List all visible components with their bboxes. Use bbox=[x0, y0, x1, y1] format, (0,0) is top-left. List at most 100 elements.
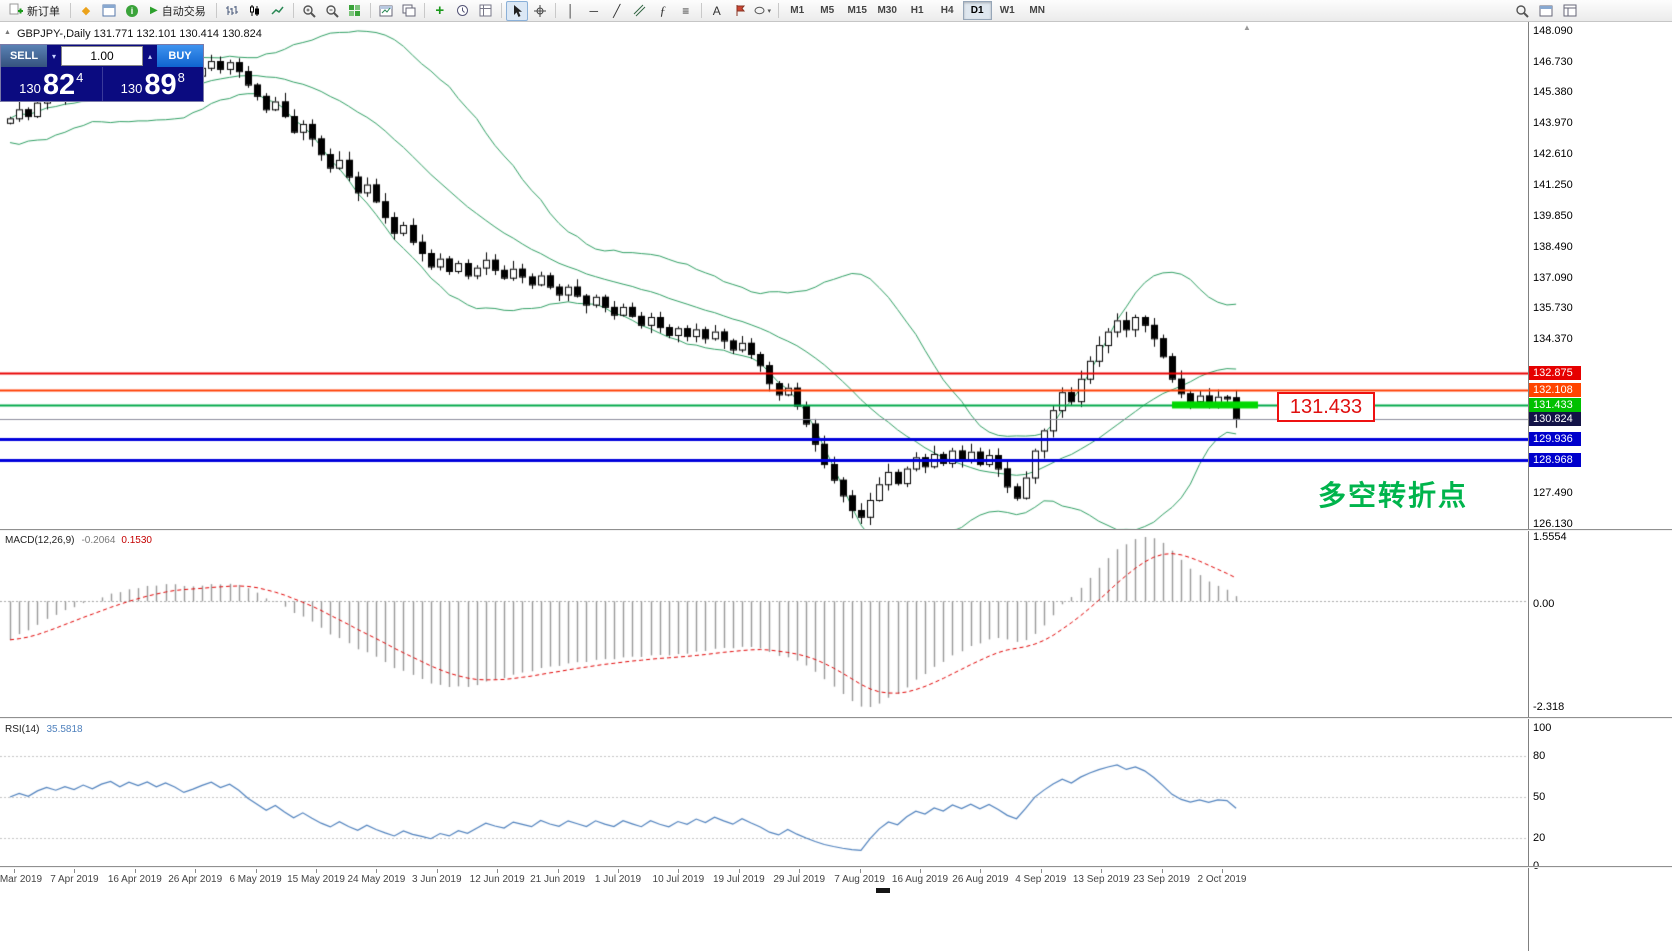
buy-price-prefix: 130 bbox=[120, 81, 143, 96]
new-chart-icon[interactable] bbox=[375, 1, 397, 21]
panel-divider bbox=[0, 866, 1672, 868]
date-axis-tick bbox=[376, 869, 378, 873]
rsi-panel-canvas[interactable] bbox=[0, 722, 1528, 866]
new-order-icon bbox=[9, 2, 23, 19]
date-axis-label: 10 Jul 2019 bbox=[652, 874, 705, 885]
price-axis-label: 145.380 bbox=[1533, 85, 1573, 98]
rsi-panel-label: RSI(14) 35.5818 bbox=[5, 724, 83, 735]
macd-signal-value: 0.1530 bbox=[121, 535, 152, 546]
lot-decrease-button[interactable]: ▾ bbox=[51, 51, 56, 61]
date-axis-tick bbox=[74, 869, 76, 873]
date-axis-label: 2 Oct 2019 bbox=[1197, 874, 1247, 885]
window-list-icon[interactable] bbox=[1559, 1, 1581, 21]
indicators-icon[interactable]: + bbox=[435, 2, 445, 19]
panel-divider[interactable] bbox=[0, 529, 1672, 531]
buy-button[interactable]: BUY bbox=[157, 45, 203, 67]
timeframe-w1-button[interactable]: W1 bbox=[999, 5, 1015, 16]
new-order-label: 新订单 bbox=[27, 5, 60, 18]
price-axis-label: 126.130 bbox=[1533, 518, 1573, 530]
periods-icon[interactable] bbox=[452, 1, 474, 21]
panel-collapse-icon[interactable]: ▲ bbox=[4, 29, 11, 36]
lot-increase-button[interactable]: ▴ bbox=[147, 51, 152, 61]
sell-price-big: 82 bbox=[42, 69, 76, 101]
market-watch-icon[interactable]: ◆ bbox=[81, 5, 91, 17]
date-axis-tick bbox=[14, 869, 15, 873]
date-axis-label: 26 Aug 2019 bbox=[952, 874, 1009, 885]
search-icon[interactable] bbox=[1511, 1, 1533, 21]
date-axis-label: 3 Jun 2019 bbox=[412, 874, 462, 885]
buy-price-sup: 8 bbox=[177, 70, 185, 85]
timeframe-mn-button[interactable]: MN bbox=[1029, 5, 1045, 16]
timeframe-m15-button[interactable]: M15 bbox=[847, 5, 867, 16]
shapes-tool-icon[interactable]: ▾ bbox=[752, 1, 774, 21]
templates-icon[interactable] bbox=[475, 1, 497, 21]
tile-windows-icon[interactable] bbox=[344, 1, 366, 21]
date-axis-tick bbox=[497, 869, 499, 873]
text-tool-icon[interactable]: A bbox=[712, 3, 721, 18]
zoom-in-icon[interactable] bbox=[298, 1, 320, 21]
rsi-scale-label: 80 bbox=[1533, 750, 1546, 762]
timeframe-m5-button[interactable]: M5 bbox=[820, 5, 835, 16]
chart-line-icon[interactable] bbox=[267, 1, 289, 21]
panel-divider[interactable] bbox=[0, 717, 1672, 719]
fibonacci-tool-icon[interactable]: ƒ bbox=[659, 2, 666, 18]
price-axis-label: 138.490 bbox=[1533, 240, 1573, 253]
separator bbox=[777, 3, 779, 18]
one-click-trading-panel: SELL ▾ 1.00 ▴ BUY 130 82 4 130 89 8 bbox=[0, 44, 204, 102]
lot-size-input[interactable]: 1.00 bbox=[61, 46, 143, 66]
date-axis-label: 29 Jul 2019 bbox=[773, 874, 826, 885]
horizontal-line-tool-icon[interactable]: ─ bbox=[589, 3, 598, 18]
sell-price-sup: 4 bbox=[76, 70, 84, 85]
macd-panel-canvas[interactable] bbox=[0, 533, 1528, 717]
crosshair-icon[interactable] bbox=[529, 1, 551, 21]
timeframe-m1-button[interactable]: M1 bbox=[790, 5, 805, 16]
ruler-tool-icon[interactable]: ≡ bbox=[682, 3, 690, 18]
buy-price[interactable]: 130 89 8 bbox=[103, 67, 204, 101]
date-axis-label: 6 May 2019 bbox=[229, 874, 282, 885]
new-window-icon[interactable] bbox=[1535, 1, 1557, 21]
chart-bars-icon[interactable] bbox=[221, 1, 243, 21]
timeframe-h4-button[interactable]: H4 bbox=[940, 5, 954, 16]
chart-candles-icon[interactable] bbox=[244, 1, 266, 21]
date-axis-label: 1 Jul 2019 bbox=[594, 874, 642, 885]
data-window-icon[interactable] bbox=[98, 1, 120, 21]
separator bbox=[423, 3, 425, 18]
main-chart-canvas[interactable] bbox=[0, 22, 1528, 530]
timeframe-d1-button[interactable]: D1 bbox=[962, 1, 992, 20]
toolbar-right-group bbox=[1511, 1, 1581, 21]
price-axis-label: 141.250 bbox=[1533, 178, 1573, 191]
sell-button[interactable]: SELL bbox=[1, 45, 47, 67]
chart-profile-icon[interactable] bbox=[398, 1, 420, 21]
channel-tool-icon[interactable] bbox=[629, 1, 651, 21]
chart-shift-marker-icon: ▲ bbox=[1243, 23, 1251, 32]
turning-point-note: 多空转折点 bbox=[1318, 480, 1469, 511]
macd-value: -0.2064 bbox=[81, 535, 116, 546]
rsi-scale-label: 50 bbox=[1533, 791, 1546, 803]
separator bbox=[369, 3, 371, 18]
date-axis[interactable]: 28 Mar 2019 7 Apr 2019 16 Apr 2019 26 Apr 2… bbox=[0, 869, 1528, 891]
vertical-line-tool-icon[interactable]: │ bbox=[566, 3, 575, 18]
chart-ohlc-label: GBPJPY-,Daily 131.771 132.101 130.414 13… bbox=[17, 28, 262, 40]
timeframe-m30-button[interactable]: M30 bbox=[877, 5, 897, 16]
date-axis-tick bbox=[316, 869, 317, 873]
date-axis-label: 16 Apr 2019 bbox=[107, 874, 162, 885]
separator bbox=[700, 3, 702, 18]
price-axis-label: 146.730 bbox=[1533, 55, 1573, 68]
macd-scale-label: 1.5554 bbox=[1533, 531, 1567, 543]
navigator-icon[interactable]: i bbox=[121, 1, 143, 21]
price-axis[interactable]: 1.5554 0.00 -2.318 100 80 50 20 0 148.09… bbox=[1528, 22, 1672, 951]
date-axis-tick bbox=[799, 869, 801, 873]
price-axis-label: 139.850 bbox=[1533, 209, 1573, 222]
label-tool-icon[interactable] bbox=[729, 1, 751, 21]
zoom-out-icon[interactable] bbox=[321, 1, 343, 21]
macd-panel-label: MACD(12,26,9) -0.2064 0.1530 bbox=[5, 535, 152, 546]
auto-trading-button[interactable]: ▶ 自动交易 bbox=[144, 1, 212, 21]
new-order-button[interactable]: 新订单 bbox=[3, 1, 66, 21]
price-axis-label: 137.090 bbox=[1533, 271, 1573, 284]
rsi-scale-label: 100 bbox=[1533, 722, 1552, 734]
sell-price[interactable]: 130 82 4 bbox=[1, 67, 102, 101]
cursor-icon[interactable] bbox=[505, 0, 528, 21]
scroll-thumb[interactable] bbox=[876, 888, 890, 893]
timeframe-h1-button[interactable]: H1 bbox=[910, 5, 924, 16]
trendline-tool-icon[interactable]: ╱ bbox=[613, 3, 621, 18]
